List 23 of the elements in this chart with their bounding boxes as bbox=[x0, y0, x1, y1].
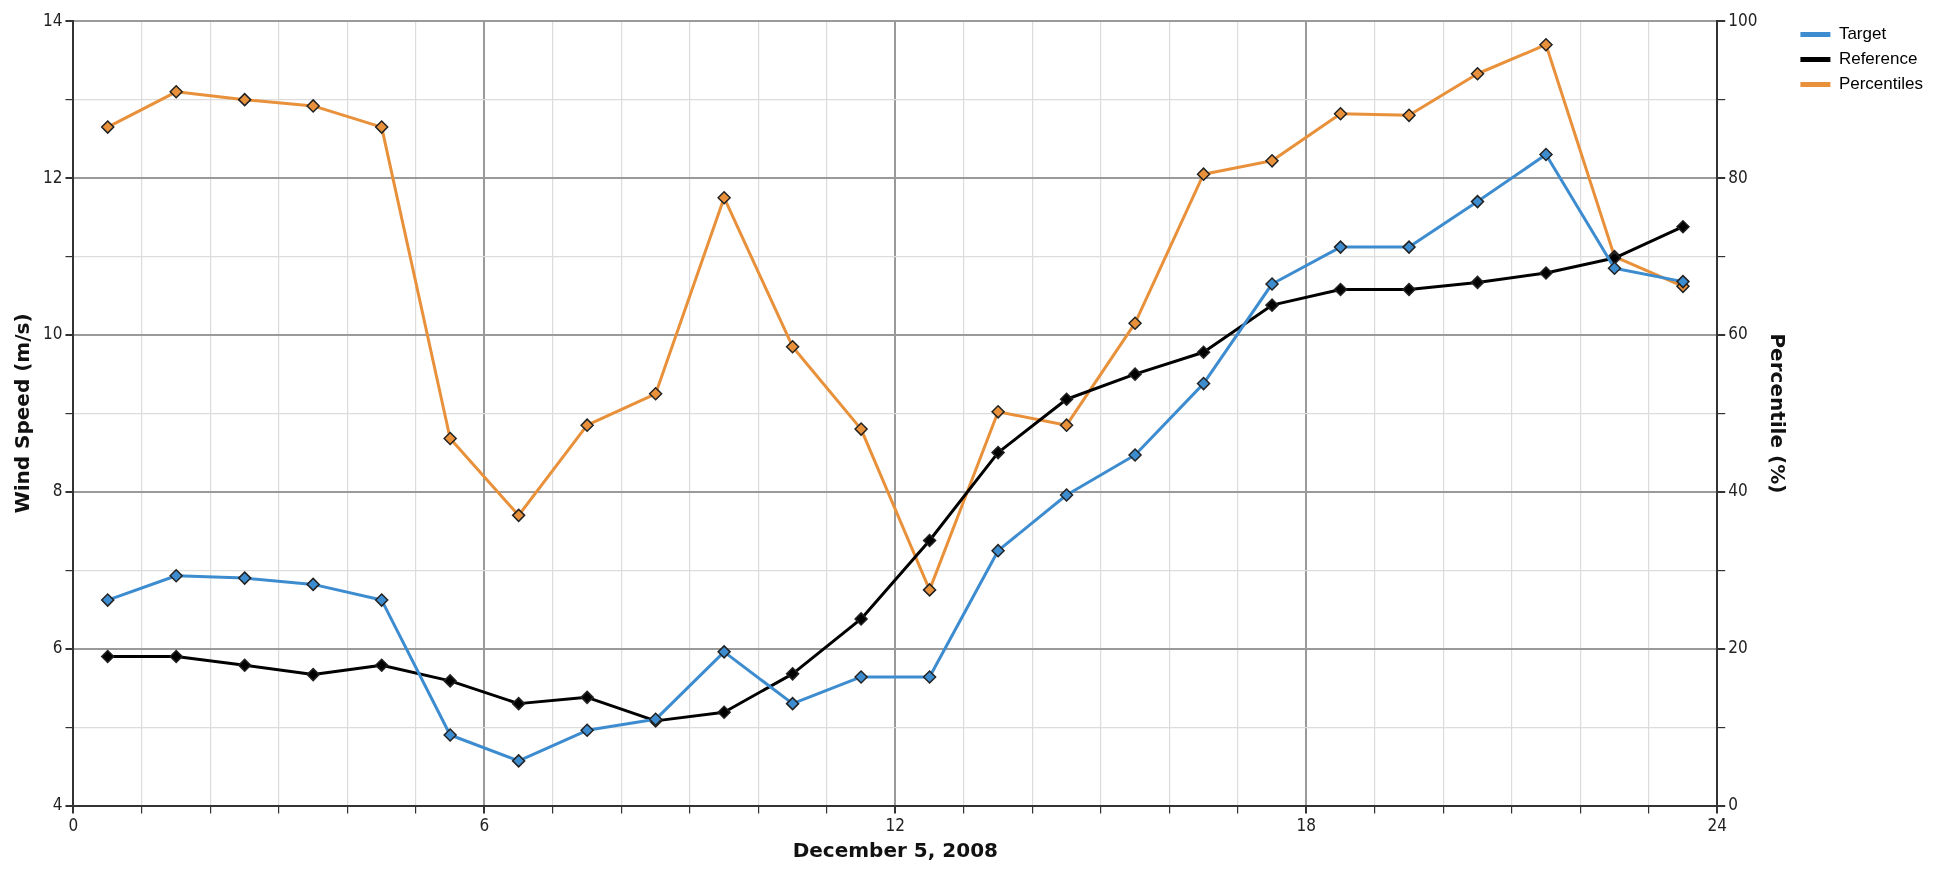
x-tick-label: 6 bbox=[479, 815, 490, 836]
y2-tick-label: 100 bbox=[1728, 9, 1758, 30]
y-tick-label: 6 bbox=[52, 637, 63, 658]
y2-tick-label: 0 bbox=[1728, 794, 1738, 815]
y-tick-label: 8 bbox=[52, 480, 63, 501]
y2-tick-label: 40 bbox=[1728, 480, 1748, 501]
x-tick-label: 0 bbox=[68, 815, 79, 836]
legend-label: Reference bbox=[1838, 49, 1918, 69]
y2-axis-title: Percentile (%) bbox=[1766, 333, 1791, 494]
x-tick-label: 12 bbox=[885, 815, 906, 836]
y-tick-label: 10 bbox=[42, 323, 63, 344]
y2-tick-label: 80 bbox=[1728, 166, 1748, 187]
x-tick-label: 24 bbox=[1707, 815, 1727, 836]
y-tick-label: 4 bbox=[52, 794, 63, 815]
legend-label: Target bbox=[1838, 24, 1887, 44]
legend-label: Percentiles bbox=[1838, 74, 1924, 94]
y-tick-label: 12 bbox=[42, 166, 63, 187]
x-tick-label: 18 bbox=[1296, 815, 1317, 836]
x-axis-title: December 5, 2008 bbox=[792, 838, 998, 863]
y-axis-title: Wind Speed (m/s) bbox=[10, 313, 35, 514]
y2-tick-label: 20 bbox=[1728, 637, 1748, 658]
y2-tick-label: 60 bbox=[1728, 323, 1748, 344]
y-tick-label: 14 bbox=[42, 9, 63, 30]
